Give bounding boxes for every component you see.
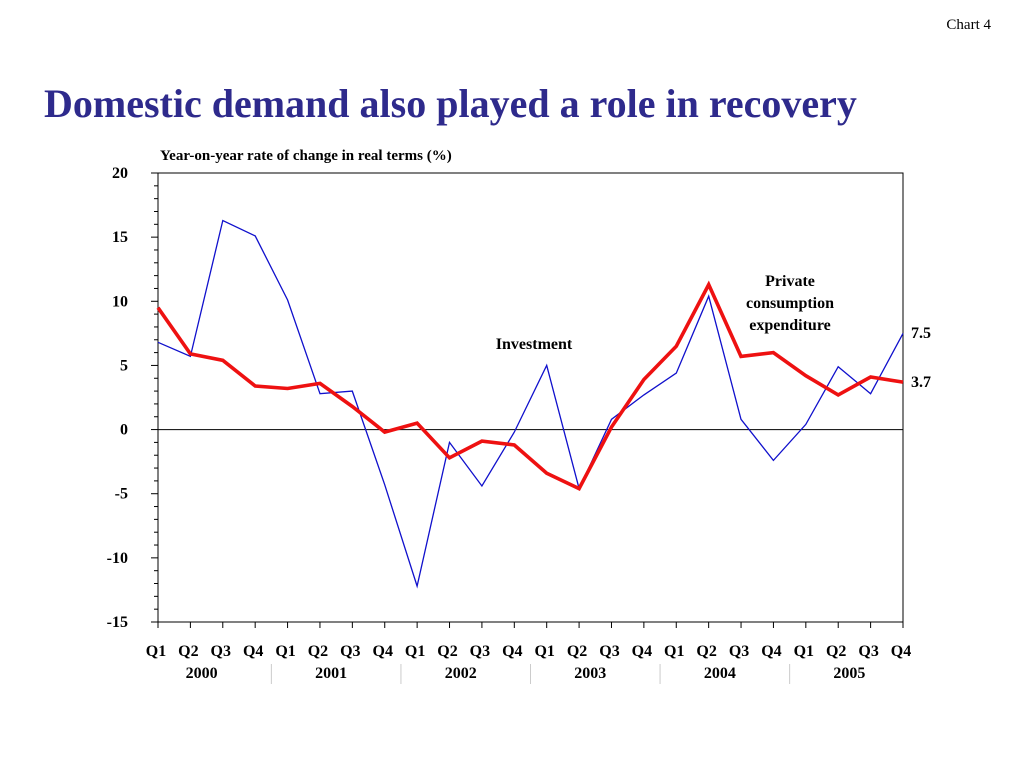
x-tick-label: Q2 — [308, 643, 328, 660]
year-label: 2004 — [704, 665, 736, 682]
x-tick-label: Q3 — [340, 643, 360, 660]
page-title: Domestic demand also played a role in re… — [44, 81, 857, 126]
x-tick-label: Q1 — [664, 643, 684, 660]
x-tick-label: Q4 — [502, 643, 522, 660]
y-tick-label: -15 — [107, 614, 128, 631]
chart-number-label: Chart 4 — [946, 17, 991, 33]
y-tick-label: 15 — [112, 229, 128, 246]
consumption-label-line: Private — [765, 273, 815, 290]
y-tick-label: -5 — [115, 486, 128, 503]
chart-subtitle: Year-on-year rate of change in real term… — [160, 148, 452, 164]
x-tick-label: Q2 — [178, 643, 198, 660]
x-tick-label: Q2 — [567, 643, 587, 660]
x-tick-label: Q1 — [275, 643, 295, 660]
year-label: 2001 — [315, 665, 347, 682]
x-tick-label: Q3 — [858, 643, 878, 660]
x-tick-label: Q3 — [470, 643, 490, 660]
y-tick-label: 10 — [112, 293, 128, 310]
investment-end-value: 7.5 — [911, 325, 931, 342]
y-tick-label: -10 — [107, 550, 128, 567]
x-tick-label: Q1 — [794, 643, 814, 660]
x-tick-label: Q2 — [826, 643, 846, 660]
x-tick-label: Q2 — [696, 643, 716, 660]
consumption-label-line: expenditure — [749, 317, 830, 334]
investment-label: Investment — [496, 336, 573, 353]
x-tick-label: Q4 — [632, 643, 652, 660]
consumption-label-line: consumption — [746, 295, 834, 312]
year-label: 2000 — [186, 665, 218, 682]
year-label: 2005 — [833, 665, 865, 682]
plot-frame — [157, 172, 904, 623]
x-tick-label: Q1 — [405, 643, 425, 660]
investment-series-line — [157, 219, 904, 589]
x-tick-label: Q1 — [146, 643, 166, 660]
y-tick-label: 0 — [120, 422, 128, 439]
x-tick-label: Q4 — [761, 643, 781, 660]
year-label: 2003 — [574, 665, 606, 682]
x-tick-label: Q3 — [729, 643, 749, 660]
x-tick-label: Q3 — [211, 643, 231, 660]
x-tick-label: Q2 — [437, 643, 457, 660]
x-tick-label: Q4 — [891, 643, 911, 660]
consumption-end-value: 3.7 — [911, 374, 931, 391]
x-tick-label: Q4 — [243, 643, 263, 660]
x-tick-label: Q1 — [534, 643, 554, 660]
year-label: 2002 — [445, 665, 477, 682]
x-tick-label: Q3 — [599, 643, 619, 660]
x-tick-label: Q4 — [373, 643, 393, 660]
y-tick-label: 5 — [120, 357, 128, 374]
y-tick-label: 20 — [112, 165, 128, 182]
consumption-series-line — [156, 280, 904, 491]
